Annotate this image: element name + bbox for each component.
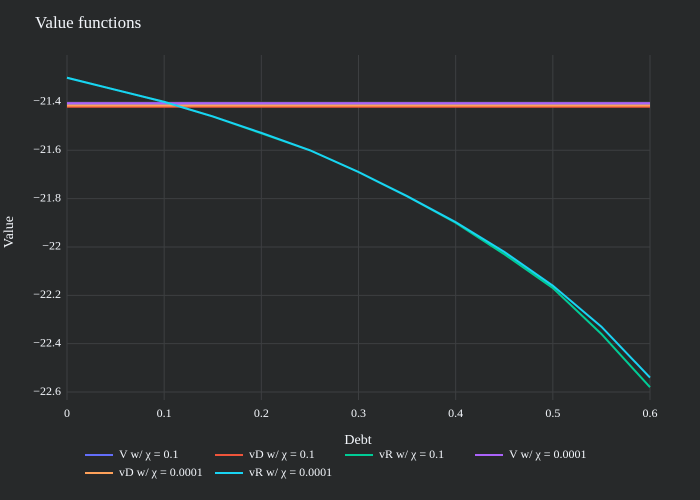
x-tick-label: 0.5 xyxy=(545,406,560,420)
series-line xyxy=(66,76,651,379)
x-tick-label: 0.6 xyxy=(643,406,658,420)
x-tick-label: 0.2 xyxy=(254,406,269,420)
legend-label: V w/ χ = 0.0001 xyxy=(509,447,587,461)
x-tick-label: 0.3 xyxy=(351,406,366,420)
x-tick-label: 0.4 xyxy=(448,406,463,420)
y-tick-label: −22 xyxy=(42,239,61,253)
legend-label: vD w/ χ = 0.0001 xyxy=(119,465,203,479)
legend-label: vR w/ χ = 0.0001 xyxy=(249,465,332,479)
x-tick-label: 0.1 xyxy=(157,406,172,420)
y-tick-label: −22.6 xyxy=(33,384,61,398)
chart-title: Value functions xyxy=(35,13,141,32)
legend-label: vD w/ χ = 0.1 xyxy=(249,447,315,461)
y-tick-label: −21.6 xyxy=(33,142,61,156)
y-tick-label: −21.4 xyxy=(33,94,61,108)
y-tick-label: −22.4 xyxy=(33,335,61,349)
y-axis-title: Value xyxy=(2,216,17,248)
x-axis-title: Debt xyxy=(344,433,371,448)
legend-label: V w/ χ = 0.1 xyxy=(119,447,179,461)
y-tick-label: −21.8 xyxy=(33,190,61,204)
y-tick-label: −22.2 xyxy=(33,287,61,301)
x-tick-label: 0 xyxy=(64,406,70,420)
legend-label: vR w/ χ = 0.1 xyxy=(379,447,444,461)
